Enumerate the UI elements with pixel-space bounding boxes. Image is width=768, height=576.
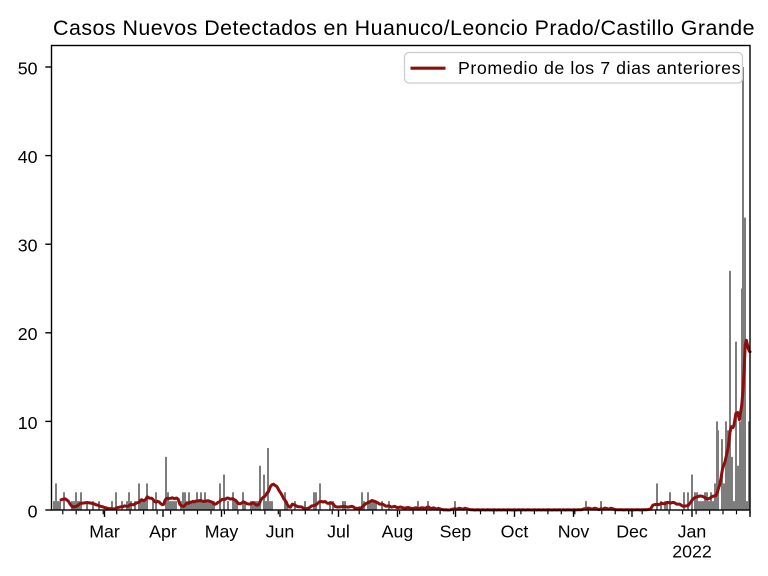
svg-text:Oct: Oct bbox=[501, 522, 529, 542]
svg-text:Jan: Jan bbox=[678, 522, 707, 542]
svg-text:May: May bbox=[205, 522, 239, 542]
svg-text:Jul: Jul bbox=[327, 522, 350, 542]
svg-text:10: 10 bbox=[18, 413, 38, 433]
svg-text:Aug: Aug bbox=[382, 522, 414, 542]
svg-text:Nov: Nov bbox=[558, 522, 590, 542]
svg-text:Jun: Jun bbox=[266, 522, 295, 542]
svg-text:Mar: Mar bbox=[89, 522, 120, 542]
svg-text:0: 0 bbox=[28, 501, 38, 521]
svg-text:50: 50 bbox=[18, 58, 38, 78]
svg-text:Apr: Apr bbox=[149, 522, 177, 542]
svg-text:Dec: Dec bbox=[616, 522, 648, 542]
svg-text:2022: 2022 bbox=[672, 542, 712, 562]
svg-text:Casos Nuevos Detectados en Hua: Casos Nuevos Detectados en Huanuco/Leonc… bbox=[53, 16, 755, 40]
svg-text:Sep: Sep bbox=[440, 522, 472, 542]
svg-text:20: 20 bbox=[18, 324, 38, 344]
svg-text:40: 40 bbox=[18, 147, 38, 167]
svg-text:30: 30 bbox=[18, 236, 38, 256]
svg-text:Promedio de los 7 dias anterio: Promedio de los 7 dias anteriores bbox=[458, 58, 741, 78]
